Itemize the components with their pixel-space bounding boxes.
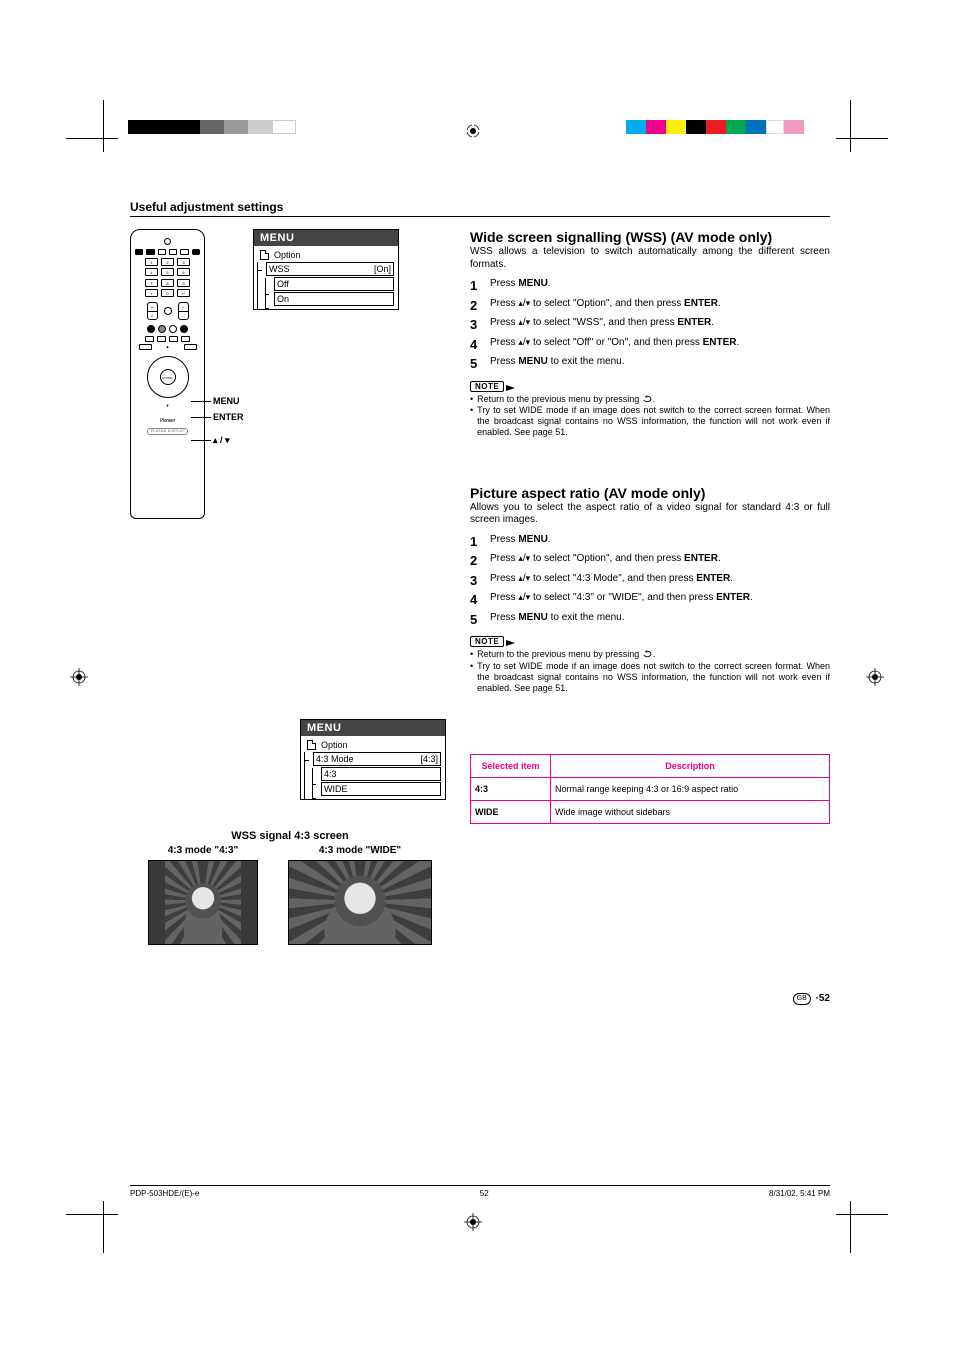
osd-crumb-label: Option: [321, 740, 348, 750]
osd-row-43mode: 4:3 Mode [4:3]: [313, 752, 441, 766]
step-item: 5Press MENU to exit the menu.: [470, 611, 830, 629]
colorbar-right: [626, 120, 826, 134]
osd-crumb: Option: [307, 739, 441, 751]
footer: PDP-503HDE/(E)-e 52 8/31/02, 5:41 PM: [130, 1185, 830, 1198]
steps-wss: 1Press MENU. 2Press / to select "Option",…: [470, 277, 830, 373]
footer-mid: 52: [480, 1189, 489, 1198]
osd-row-label: 4:3 Mode: [316, 754, 354, 764]
note-badge: NOTE: [470, 381, 504, 392]
page-number-value: 52: [819, 993, 830, 1004]
osd-opt-43: 4:3: [321, 767, 441, 781]
wss-section-title: WSS signal 4:3 screen: [130, 830, 450, 842]
page-content: Useful adjustment settings 123 456 789 •…: [130, 200, 830, 945]
wss-caption-wide: 4:3 mode "WIDE": [288, 845, 432, 856]
osd-title: MENU: [301, 720, 445, 736]
desc-th-item: Selected item: [471, 755, 551, 778]
remote-label-arrows: /: [213, 435, 230, 446]
left-column: 123 456 789 •0↵ ▴▾ +− ▲ ENTER ▼: [130, 229, 450, 945]
osd-row-label: WSS: [269, 264, 290, 274]
colorbar-left: [128, 120, 296, 134]
desc-key-43: 4:3: [471, 778, 551, 801]
step-item: 1Press MENU.: [470, 277, 830, 295]
lion-image-wide: [288, 860, 432, 945]
registration-mark-right: [866, 668, 884, 686]
notes-aspect: Return to the previous menu by pressing …: [470, 649, 830, 694]
crop-mark-tl: [56, 92, 126, 162]
wss-caption-43: 4:3 mode "4:3": [148, 845, 258, 856]
registration-mark-top: [464, 122, 482, 140]
wss-illustration-block: WSS signal 4:3 screen 4:3 mode "4:3" 4:3…: [130, 830, 450, 945]
osd-opt-on: On: [274, 292, 394, 306]
topic-heading-wss: Wide screen signalling (WSS) (AV mode on…: [470, 229, 830, 245]
region-badge: GB: [793, 993, 811, 1005]
osd-opt-off: Off: [274, 277, 394, 291]
osd-opt-wide: WIDE: [321, 782, 441, 796]
crop-mark-br: [828, 1191, 898, 1261]
osd-row-wss: WSS [On]: [266, 262, 394, 276]
section-header: Useful adjustment settings: [130, 200, 830, 217]
step-item: 3Press / to select "WSS", and then press…: [470, 316, 830, 334]
steps-aspect: 1Press MENU.2Press / to select "Option",…: [470, 533, 830, 629]
remote-label-menu: MENU: [213, 396, 240, 406]
registration-mark-bottom: [464, 1213, 482, 1231]
osd-crumb-label: Option: [274, 250, 301, 260]
footer-right: 8/31/02, 5:41 PM: [769, 1189, 830, 1198]
notes-wss: Return to the previous menu by pressing …: [470, 394, 830, 439]
desc-th-desc: Description: [551, 755, 830, 778]
osd-crumb: Option: [260, 249, 394, 261]
step-item: 4Press / to select "4:3" or "WIDE", and …: [470, 591, 830, 609]
osd-menu-43: MENU Option 4:3 Mode [4:3]: [300, 719, 446, 800]
step-item: 5Press MENU to exit the menu.: [470, 355, 830, 373]
note-badge: NOTE: [470, 636, 504, 647]
footer-left: PDP-503HDE/(E)-e: [130, 1189, 199, 1198]
osd-row-value: [On]: [374, 264, 391, 274]
page-number: GB ·52: [793, 993, 830, 1005]
topic-heading-aspect: Picture aspect ratio (AV mode only): [470, 485, 830, 501]
note-item: Try to set WIDE mode if an image does no…: [470, 661, 830, 695]
topic-lead-aspect: Allows you to select the aspect ratio of…: [470, 502, 830, 527]
note-item: Return to the previous menu by pressing …: [470, 649, 830, 660]
desc-val-43: Normal range keeping 4:3 or 16:9 aspect …: [551, 778, 830, 801]
right-column: Wide screen signalling (WSS) (AV mode on…: [470, 229, 830, 945]
description-table: Selected item Description 4:3 Normal ran…: [470, 754, 830, 824]
lion-image-43: [148, 860, 258, 945]
desc-val-wide: Wide image without sidebars: [551, 801, 830, 824]
step-item: 4Press / to select "Off" or "On", and th…: [470, 336, 830, 354]
osd-menu-wss: MENU Option WSS [On]: [253, 229, 399, 310]
desc-key-wide: WIDE: [471, 801, 551, 824]
note-item: Return to the previous menu by pressing …: [470, 394, 830, 405]
step-item: 2Press / to select "Option", and then pr…: [470, 552, 830, 570]
crop-mark-bl: [56, 1191, 126, 1261]
remote-label-enter: ENTER: [213, 412, 244, 422]
topic-lead-wss: WSS allows a television to switch automa…: [470, 246, 830, 271]
crop-mark-tr: [828, 92, 898, 162]
osd-row-value: [4:3]: [420, 754, 438, 764]
remote-illustration: 123 456 789 •0↵ ▴▾ +− ▲ ENTER ▼: [130, 229, 205, 519]
registration-mark-left: [70, 668, 88, 686]
wss-col-43: 4:3 mode "4:3": [148, 845, 258, 945]
osd-title: MENU: [254, 230, 398, 246]
wss-col-wide: 4:3 mode "WIDE": [288, 845, 432, 945]
step-item: 2Press / to select "Option", and then pr…: [470, 297, 830, 315]
step-item: 3Press / to select "4:3 Mode", and then …: [470, 572, 830, 590]
note-item: Try to set WIDE mode if an image does no…: [470, 405, 830, 439]
step-item: 1Press MENU.: [470, 533, 830, 551]
